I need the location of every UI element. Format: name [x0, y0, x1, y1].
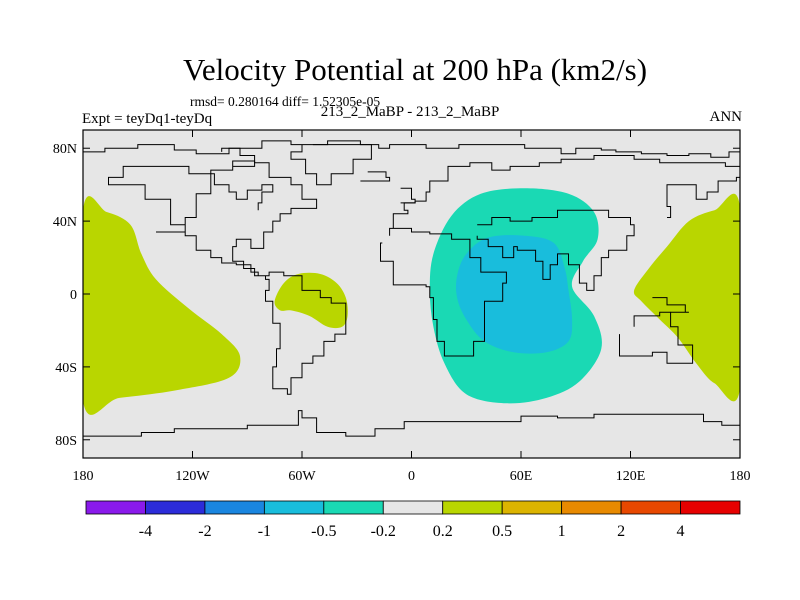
coastline — [619, 311, 694, 364]
colorbar-swatch — [561, 500, 622, 515]
colorbar-swatch — [263, 500, 325, 515]
chart-title: Velocity Potential at 200 hPa (km2/s) — [182, 52, 648, 87]
coastline — [108, 160, 347, 395]
map-background — [83, 130, 740, 458]
coastline — [360, 171, 391, 182]
colorbar-swatch — [204, 500, 265, 515]
colorbar-swatch — [680, 500, 741, 515]
colorbar-swatch — [323, 500, 384, 515]
colorbar-label: 1 — [558, 523, 566, 540]
colorbar-swatch — [442, 500, 503, 515]
coastline — [380, 227, 507, 357]
y-tick-label: 40S — [55, 361, 77, 376]
colorbar-swatch — [85, 500, 146, 515]
positive-region-east-pacific — [83, 196, 241, 415]
coastline — [666, 175, 740, 218]
x-tick-label: 180 — [73, 469, 94, 484]
colorbar-label: -0.5 — [311, 523, 336, 540]
y-tick-label: 0 — [70, 288, 77, 303]
coastline — [290, 144, 372, 186]
positive-region-south-america — [274, 272, 348, 329]
colorbar-label: 0.2 — [433, 523, 453, 540]
colorbar-swatch — [501, 500, 563, 515]
x-tick-label: 60E — [510, 469, 533, 484]
experiment-label: Expt = teyDq1-teyDq — [82, 111, 213, 127]
y-tick-label: 40N — [53, 215, 77, 230]
colorbar-swatch — [382, 500, 444, 515]
colorbar-label: 0.5 — [492, 523, 512, 540]
colorbar-label: -4 — [139, 523, 152, 540]
rmsd-diff-stats: rmsd= 0.280164 diff= 1.52305e-05 — [190, 94, 381, 109]
x-tick-label: 120E — [616, 469, 646, 484]
coastline — [83, 410, 740, 437]
coastline — [400, 187, 416, 204]
colorbar-label: 2 — [617, 523, 625, 540]
coastline — [476, 209, 635, 291]
x-tick-label: 120W — [175, 469, 210, 484]
x-tick-label: 180 — [730, 469, 751, 484]
colorbar-label: -2 — [198, 523, 211, 540]
coastline — [221, 147, 256, 167]
colorbar-label: -1 — [258, 523, 271, 540]
colorbar-label: -0.2 — [371, 523, 396, 540]
colorbar-swatch — [145, 500, 206, 515]
colorbar-label: 4 — [677, 523, 685, 540]
x-tick-label: 0 — [408, 469, 415, 484]
y-tick-label: 80N — [53, 142, 77, 157]
y-tick-label: 80S — [55, 434, 77, 449]
case-comparison-label: 213_2_MaBP - 213_2_MaBP — [320, 104, 500, 120]
season-label: ANN — [709, 109, 743, 125]
coastline — [83, 140, 740, 158]
positive-region-west-pacific — [633, 193, 740, 402]
coastline — [652, 297, 689, 313]
x-tick-label: 60W — [288, 469, 316, 484]
colorbar-swatch — [620, 500, 681, 515]
